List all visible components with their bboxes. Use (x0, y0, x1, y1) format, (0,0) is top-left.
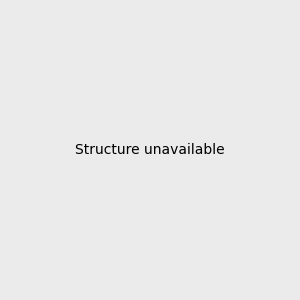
Text: Structure unavailable: Structure unavailable (75, 143, 225, 157)
